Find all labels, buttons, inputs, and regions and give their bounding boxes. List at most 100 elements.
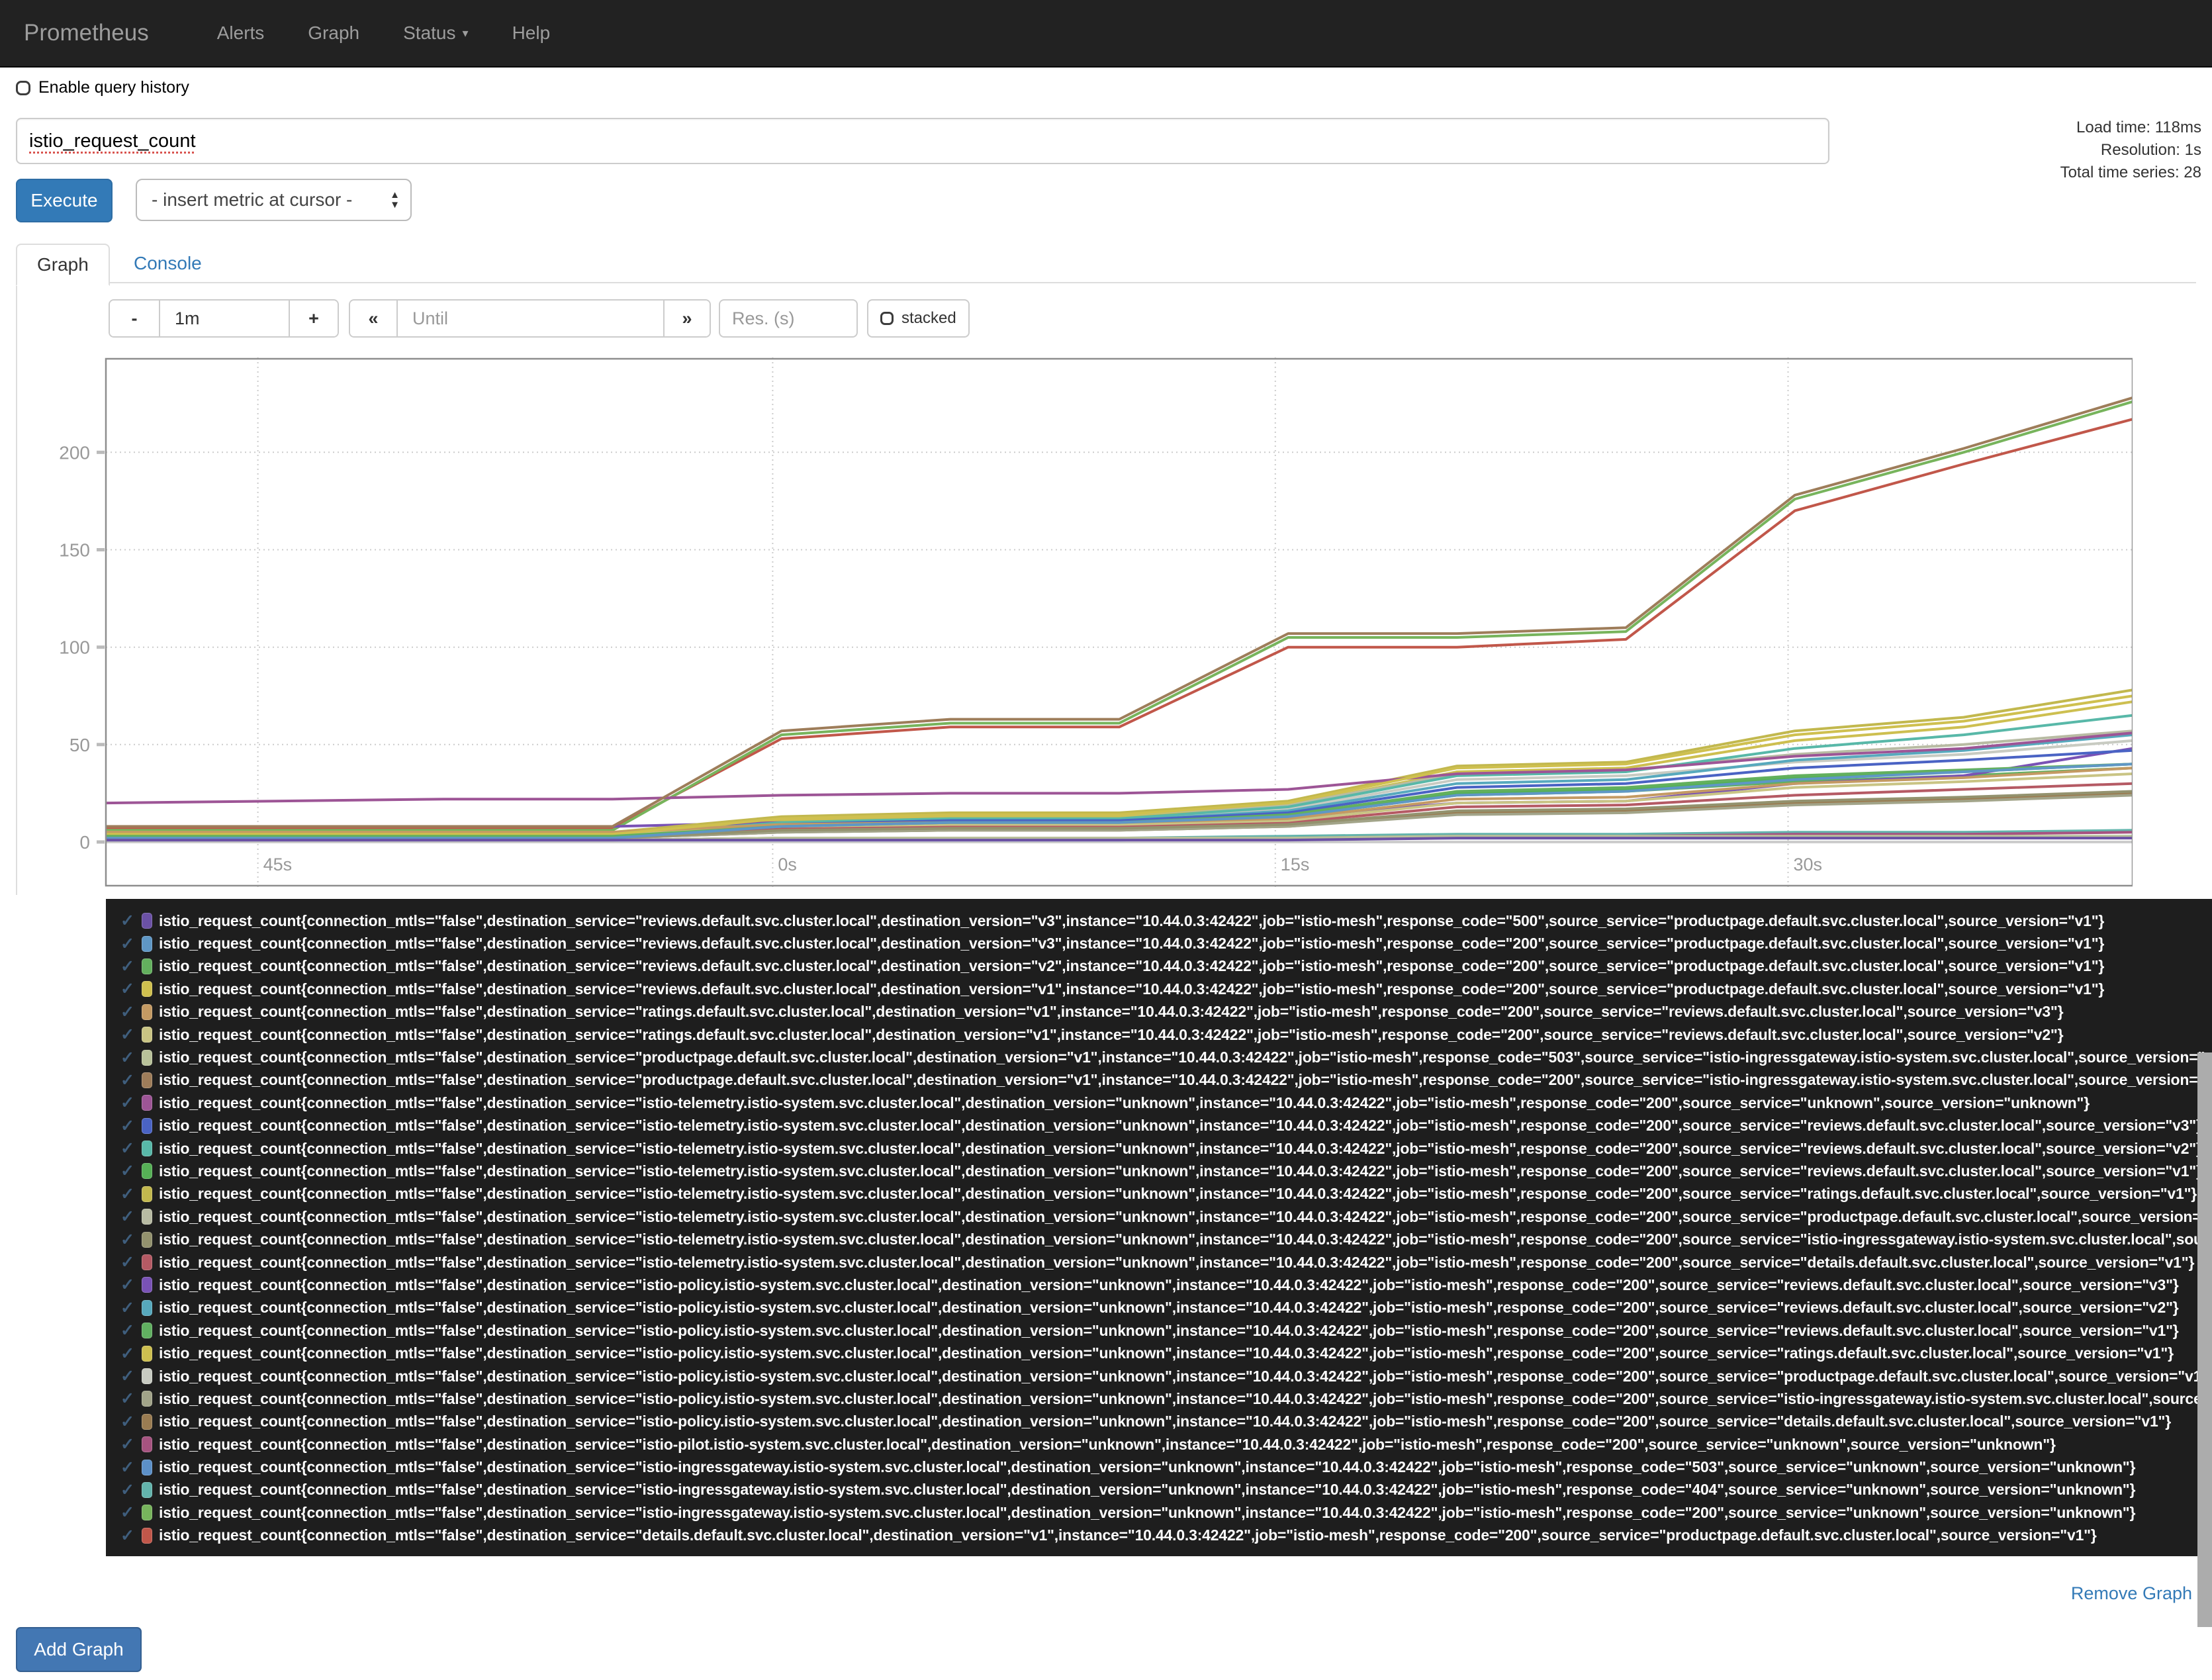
series-checkmark-icon[interactable]: ✓ [120,934,134,953]
stacked-checkbox[interactable] [880,312,894,325]
legend-row[interactable]: ✓ istio_request_count{connection_mtls="fa… [120,932,2212,955]
nav-item-status[interactable]: Status ▾ [381,23,490,44]
nav-item-help[interactable]: Help [490,23,573,44]
add-graph-button[interactable]: Add Graph [16,1627,142,1672]
legend-row[interactable]: ✓ istio_request_count{connection_mtls="fa… [120,1069,2212,1092]
legend-row[interactable]: ✓ istio_request_count{connection_mtls="fa… [120,1501,2212,1524]
legend-row[interactable]: ✓ istio_request_count{connection_mtls="fa… [120,1023,2212,1046]
series-label: istio_request_count{connection_mtls="fal… [159,1481,2136,1499]
series-checkmark-icon[interactable]: ✓ [120,1526,134,1545]
tab-graph[interactable]: Graph [16,244,110,286]
enable-query-history-checkbox[interactable] [16,80,30,95]
series-label: istio_request_count{connection_mtls="fal… [159,1253,2195,1271]
tab-console[interactable]: Console [134,253,202,273]
series-color-swatch [142,1163,152,1180]
series-checkmark-icon[interactable]: ✓ [120,1116,134,1135]
series-checkmark-icon[interactable]: ✓ [120,1184,134,1203]
page-scrollbar-thumb[interactable] [2197,1052,2212,1627]
remove-graph-link[interactable]: Remove Graph [2070,1583,2192,1603]
nav-item-graph[interactable]: Graph [286,23,381,44]
series-checkmark-icon[interactable]: ✓ [120,1367,134,1385]
series-checkmark-icon[interactable]: ✓ [120,980,134,999]
legend-row[interactable]: ✓ istio_request_count{connection_mtls="fa… [120,1115,2212,1137]
series-checkmark-icon[interactable]: ✓ [120,1344,134,1363]
series-label: istio_request_count{connection_mtls="fal… [159,1162,2202,1180]
legend-row[interactable]: ✓ istio_request_count{connection_mtls="fa… [120,1183,2212,1205]
series-checkmark-icon[interactable]: ✓ [120,1070,134,1090]
series-checkmark-icon[interactable]: ✓ [120,957,134,976]
legend-row[interactable]: ✓ istio_request_count{connection_mtls="fa… [120,1456,2212,1478]
legend-row[interactable]: ✓ istio_request_count{connection_mtls="fa… [120,1479,2212,1501]
svg-text:45s: 45s [263,855,293,874]
brand-prometheus[interactable]: Prometheus [24,20,149,46]
legend-row[interactable]: ✓ istio_request_count{connection_mtls="fa… [120,1274,2212,1296]
series-checkmark-icon[interactable]: ✓ [120,1207,134,1227]
graph-panel-border [16,283,17,895]
legend-row[interactable]: ✓ istio_request_count{connection_mtls="fa… [120,1433,2212,1456]
legend-row[interactable]: ✓ istio_request_count{connection_mtls="fa… [120,1001,2212,1023]
legend-row[interactable]: ✓ istio_request_count{connection_mtls="fa… [120,1297,2212,1319]
series-checkmark-icon[interactable]: ✓ [120,1298,134,1317]
series-checkmark-icon[interactable]: ✓ [120,1412,134,1431]
legend-row[interactable]: ✓ istio_request_count{connection_mtls="fa… [120,978,2212,1000]
legend-row[interactable]: ✓ istio_request_count{connection_mtls="fa… [120,910,2212,932]
legend-row[interactable]: ✓ istio_request_count{connection_mtls="fa… [120,1411,2212,1433]
series-color-swatch [142,935,152,952]
resolution-input[interactable]: Res. (s) [719,299,858,338]
series-label: istio_request_count{connection_mtls="fal… [159,1094,2090,1111]
series-checkmark-icon[interactable]: ✓ [120,1458,134,1477]
enable-query-history-label: Enable query history [38,78,189,97]
legend-row[interactable]: ✓ istio_request_count{connection_mtls="fa… [120,955,2212,978]
series-checkmark-icon[interactable]: ✓ [120,1025,134,1045]
legend-row[interactable]: ✓ istio_request_count{connection_mtls="fa… [120,1524,2212,1547]
series-color-swatch [142,1345,152,1362]
legend-row[interactable]: ✓ istio_request_count{connection_mtls="fa… [120,1251,2212,1274]
series-checkmark-icon[interactable]: ✓ [120,1503,134,1522]
insert-metric-select[interactable]: - insert metric at cursor - ▲ ▼ [136,179,412,221]
expression-input[interactable]: istio_request_count [16,118,1829,164]
legend-row[interactable]: ✓ istio_request_count{connection_mtls="fa… [120,1160,2212,1182]
execute-button[interactable]: Execute [16,179,113,222]
series-label: istio_request_count{connection_mtls="fal… [159,1503,2136,1521]
legend-row[interactable]: ✓ istio_request_count{connection_mtls="fa… [120,1319,2212,1342]
series-checkmark-icon[interactable]: ✓ [120,1276,134,1295]
range-increase-button[interactable]: + [289,301,338,336]
range-decrease-button[interactable]: - [110,301,159,336]
nav-item-alerts[interactable]: Alerts [195,23,287,44]
stacked-toggle[interactable]: stacked [867,299,970,338]
series-color-swatch [142,1003,152,1020]
until-input[interactable]: Until [396,301,663,336]
series-label: istio_request_count{connection_mtls="fal… [159,1299,2179,1317]
series-checkmark-icon[interactable]: ✓ [120,1002,134,1021]
series-checkmark-icon[interactable]: ✓ [120,1048,134,1067]
legend-row[interactable]: ✓ istio_request_count{connection_mtls="fa… [120,1365,2212,1387]
series-checkmark-icon[interactable]: ✓ [120,1321,134,1340]
series-checkmark-icon[interactable]: ✓ [120,1230,134,1249]
legend-row[interactable]: ✓ istio_request_count{connection_mtls="fa… [120,1387,2212,1410]
series-checkmark-icon[interactable]: ✓ [120,1480,134,1499]
series-checkmark-icon[interactable]: ✓ [120,1389,134,1409]
series-label: istio_request_count{connection_mtls="fal… [159,980,2105,998]
series-checkmark-icon[interactable]: ✓ [120,1253,134,1272]
series-checkmark-icon[interactable]: ✓ [120,1139,134,1158]
series-checkmark-icon[interactable]: ✓ [120,1435,134,1454]
time-back-button[interactable]: « [350,301,396,336]
series-checkmark-icon[interactable]: ✓ [120,911,134,931]
legend-row[interactable]: ✓ istio_request_count{connection_mtls="fa… [120,1046,2212,1068]
time-series-chart[interactable]: 0 50 100 150 200 45s 0s 15s 30s [40,357,2133,888]
series-checkmark-icon[interactable]: ✓ [120,1162,134,1181]
legend-row[interactable]: ✓ istio_request_count{connection_mtls="fa… [120,1137,2212,1160]
legend-row[interactable]: ✓ istio_request_count{connection_mtls="fa… [120,1342,2212,1364]
expression-text: istio_request_count [29,130,196,152]
series-color-swatch [142,958,152,974]
stacked-label: stacked [901,309,956,327]
range-input[interactable]: 1m [159,301,289,336]
query-history-row: Enable query history [16,78,189,97]
time-forward-button[interactable]: » [663,301,710,336]
legend-row[interactable]: ✓ istio_request_count{connection_mtls="fa… [120,1092,2212,1114]
chevron-down-icon: ▾ [462,26,469,40]
legend-row[interactable]: ✓ istio_request_count{connection_mtls="fa… [120,1205,2212,1228]
series-checkmark-icon[interactable]: ✓ [120,1094,134,1113]
legend-row[interactable]: ✓ istio_request_count{connection_mtls="fa… [120,1228,2212,1250]
total-time-series: Total time series: 28 [2060,163,2201,181]
